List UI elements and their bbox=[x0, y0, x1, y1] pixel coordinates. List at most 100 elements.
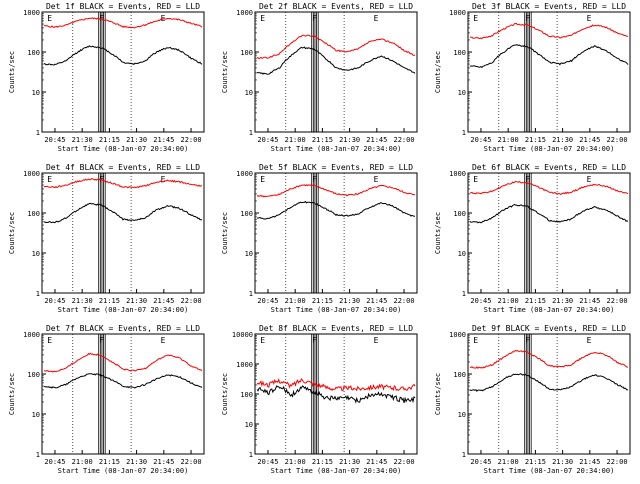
x-axis-label: Start Time (08-Jan-07 20:34:00) bbox=[271, 145, 402, 153]
y-tick-label: 10 bbox=[245, 250, 253, 258]
marker-label: F bbox=[99, 336, 104, 345]
marker-label: F bbox=[525, 336, 530, 345]
y-tick-label: 100 bbox=[27, 49, 40, 57]
x-tick-label: 21:45 bbox=[366, 297, 387, 305]
x-tick-label: 22:00 bbox=[607, 458, 628, 466]
x-axis-label: Start Time (08-Jan-07 20:34:00) bbox=[271, 467, 402, 475]
x-tick-label: 20:45 bbox=[257, 297, 278, 305]
y-axis-label: Counts/sec bbox=[8, 373, 16, 415]
panel: Det 3f BLACK = Events, RED = LLD 1 10 100 10… bbox=[434, 2, 631, 153]
x-tick-label: 22:00 bbox=[394, 458, 415, 466]
y-axis-label: Counts/sec bbox=[221, 212, 229, 254]
series-events-line bbox=[44, 373, 203, 389]
y-tick-label: 1 bbox=[249, 290, 253, 298]
y-axis-label: Counts/sec bbox=[221, 373, 229, 415]
chart-title: Det 4f BLACK = Events, RED = LLD bbox=[46, 163, 200, 172]
x-tick-label: 22:00 bbox=[181, 136, 202, 144]
plot-frame bbox=[467, 11, 631, 133]
x-tick-label: 21:15 bbox=[99, 458, 120, 466]
y-tick-label: 1000 bbox=[23, 9, 40, 17]
y-tick-label: 1 bbox=[249, 451, 253, 459]
x-tick-label: 21:15 bbox=[525, 136, 546, 144]
y-tick-label: 1000 bbox=[236, 9, 253, 17]
marker-label: E bbox=[587, 175, 592, 184]
series-lld-line bbox=[469, 23, 629, 40]
chart-title: Det 7f BLACK = Events, RED = LLD bbox=[46, 324, 200, 333]
x-tick-label: 21:45 bbox=[153, 297, 174, 305]
x-tick-label: 21:00 bbox=[498, 136, 519, 144]
x-tick-label: 21:15 bbox=[99, 136, 120, 144]
x-tick-label: 21:30 bbox=[339, 297, 360, 305]
x-tick-label: 21:30 bbox=[126, 136, 147, 144]
x-tick-label: 22:00 bbox=[181, 297, 202, 305]
y-tick-label: 1000 bbox=[449, 331, 466, 339]
series-events-line bbox=[44, 202, 203, 224]
y-axis-label: Counts/sec bbox=[8, 212, 16, 254]
marker-label: E bbox=[374, 336, 379, 345]
y-axis-label: Counts/sec bbox=[434, 51, 442, 93]
x-tick-label: 21:30 bbox=[72, 136, 93, 144]
marker-label: E bbox=[47, 14, 52, 23]
y-tick-label: 1 bbox=[462, 129, 466, 137]
marker-label: F bbox=[312, 14, 317, 23]
x-tick-label: 20:45 bbox=[257, 136, 278, 144]
x-tick-label: 21:45 bbox=[579, 136, 600, 144]
chart-title: Det 3f BLACK = Events, RED = LLD bbox=[472, 2, 626, 11]
series-events-line bbox=[469, 44, 629, 69]
x-tick-label: 21:45 bbox=[153, 458, 174, 466]
series-events-line bbox=[256, 46, 416, 75]
y-tick-label: 10 bbox=[245, 421, 253, 429]
marker-label: F bbox=[525, 175, 530, 184]
y-tick-label: 1000 bbox=[449, 9, 466, 17]
marker-label: E bbox=[161, 175, 166, 184]
y-tick-label: 1000 bbox=[23, 331, 40, 339]
x-tick-label: 21:15 bbox=[525, 458, 546, 466]
marker-label: F bbox=[312, 336, 317, 345]
series-events-line bbox=[256, 385, 416, 404]
x-axis-label: Start Time (08-Jan-07 20:34:00) bbox=[484, 467, 615, 475]
x-tick-label: 21:15 bbox=[525, 297, 546, 305]
panel: Det 6f BLACK = Events, RED = LLD 1 10 100 10… bbox=[434, 163, 631, 314]
panel: Det 1f BLACK = Events, RED = LLD 1 10 100 10… bbox=[8, 2, 205, 153]
x-tick-label: 21:30 bbox=[126, 297, 147, 305]
x-tick-label: 21:45 bbox=[366, 136, 387, 144]
y-tick-label: 10 bbox=[32, 89, 40, 97]
series-lld-line bbox=[43, 178, 202, 189]
x-tick-label: 21:00 bbox=[285, 136, 306, 144]
y-tick-label: 10 bbox=[245, 89, 253, 97]
series-lld-line bbox=[256, 34, 415, 60]
y-tick-label: 10 bbox=[458, 250, 466, 258]
marker-label: E bbox=[260, 175, 265, 184]
x-axis-label: Start Time (08-Jan-07 20:34:00) bbox=[271, 306, 402, 314]
y-tick-label: 1 bbox=[36, 451, 40, 459]
y-tick-label: 100 bbox=[453, 210, 466, 218]
marker-label: E bbox=[260, 14, 265, 23]
x-tick-label: 21:45 bbox=[153, 136, 174, 144]
series-lld-line bbox=[43, 17, 203, 29]
y-tick-label: 10 bbox=[458, 411, 466, 419]
plot-frame bbox=[254, 172, 418, 294]
y-tick-label: 1 bbox=[36, 129, 40, 137]
y-tick-label: 10 bbox=[458, 89, 466, 97]
panel: Det 8f BLACK = Events, RED = LLD 1 10 100 10… bbox=[221, 324, 418, 475]
marker-label: F bbox=[312, 175, 317, 184]
series-events-line bbox=[469, 203, 629, 224]
y-tick-label: 1000 bbox=[236, 170, 253, 178]
x-tick-label: 22:00 bbox=[394, 136, 415, 144]
x-tick-label: 21:30 bbox=[552, 458, 573, 466]
marker-label: E bbox=[473, 336, 478, 345]
marker-label: E bbox=[161, 336, 166, 345]
series-lld-line bbox=[256, 184, 416, 198]
panel: Det 9f BLACK = Events, RED = LLD 1 10 100 10… bbox=[434, 324, 631, 475]
x-tick-label: 21:00 bbox=[72, 458, 93, 466]
y-tick-label: 1 bbox=[36, 290, 40, 298]
series-events-line bbox=[256, 200, 416, 220]
x-tick-label: 21:00 bbox=[285, 297, 306, 305]
y-tick-label: 1000 bbox=[449, 170, 466, 178]
plot-frame bbox=[254, 11, 418, 133]
series-lld-line bbox=[469, 180, 629, 196]
panel: Det 4f BLACK = Events, RED = LLD 1 10 100 10… bbox=[8, 163, 205, 314]
x-tick-label: 21:30 bbox=[339, 458, 360, 466]
y-tick-label: 100 bbox=[453, 49, 466, 57]
panel: Det 5f BLACK = Events, RED = LLD 1 10 100 10… bbox=[221, 163, 418, 314]
